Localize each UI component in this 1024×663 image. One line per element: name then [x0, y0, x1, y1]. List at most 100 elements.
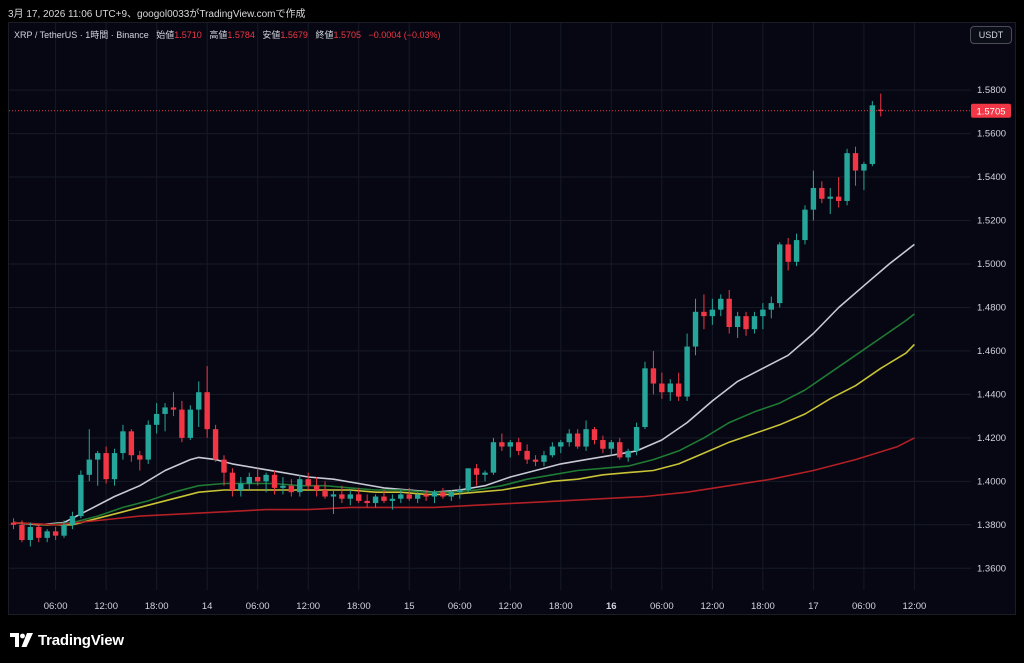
- candlestick-chart[interactable]: 1.5705 1.5800 1.5600 1.5400 1.5200 1.5000 1.4…: [9, 23, 1015, 614]
- candle: [398, 490, 404, 504]
- candle-body: [103, 453, 109, 480]
- candle: [465, 468, 471, 493]
- candle: [457, 485, 463, 499]
- moving-average-line-2: [13, 313, 915, 526]
- candle-body: [810, 187, 817, 210]
- price-tick-label: 1.4400: [977, 389, 1006, 400]
- candle: [532, 455, 539, 467]
- time-tick-label: 06:00: [448, 601, 472, 612]
- candle: [625, 448, 631, 462]
- candle: [221, 455, 227, 486]
- last-price-label: 1.5705: [976, 106, 1005, 117]
- candle: [541, 450, 547, 467]
- candle: [254, 468, 261, 486]
- candle: [692, 298, 699, 356]
- time-tick-label: 12:00: [94, 601, 118, 612]
- time-tick-label: 16: [606, 601, 617, 612]
- candle-body: [86, 459, 92, 475]
- candle: [734, 311, 741, 338]
- candle-body: [52, 531, 59, 536]
- close-value: 1.5705: [333, 30, 361, 40]
- grid-lines: [9, 23, 971, 590]
- candle-body: [726, 298, 732, 328]
- candle-body: [617, 442, 623, 458]
- candle-body: [650, 368, 657, 384]
- candle: [280, 476, 286, 495]
- time-tick-label: 12:00: [700, 601, 724, 612]
- candle: [878, 93, 884, 117]
- candle: [246, 472, 252, 491]
- time-tick-label: 18:00: [549, 601, 573, 612]
- candle-body: [793, 240, 800, 262]
- candle-body: [642, 368, 648, 427]
- candle: [128, 429, 135, 462]
- candle: [162, 403, 168, 432]
- candle: [642, 361, 648, 430]
- candle: [718, 294, 724, 317]
- price-axis[interactable]: 1.5800 1.5600 1.5400 1.5200 1.5000 1.4800 1.46…: [977, 85, 1006, 574]
- candle: [196, 381, 202, 427]
- brand[interactable]: TradingView: [10, 630, 124, 650]
- candle-body: [701, 311, 707, 317]
- chart-caption: 3月 17, 2026 11:06 UTC+9、googol0033がTradi…: [8, 9, 306, 20]
- candle-body: [684, 346, 690, 397]
- candle: [448, 490, 455, 501]
- time-tick-label: 06:00: [650, 601, 674, 612]
- candle-body: [878, 109, 884, 111]
- candle: [667, 379, 673, 401]
- candle: [861, 161, 867, 191]
- moving-average-line-3: [13, 343, 915, 526]
- candle: [869, 100, 876, 167]
- candle: [709, 298, 716, 325]
- candle-body: [600, 440, 606, 449]
- chart-frame[interactable]: 1.5705 1.5800 1.5600 1.5400 1.5200 1.5000 1.4…: [8, 22, 1016, 615]
- candle: [549, 442, 556, 458]
- last-price-badge: [971, 103, 1011, 118]
- candle-body: [835, 196, 842, 201]
- candle-body: [465, 468, 471, 491]
- candle: [305, 472, 311, 491]
- time-tick-label: 06:00: [44, 601, 68, 612]
- candle-body: [69, 516, 76, 525]
- candle: [844, 148, 850, 206]
- price-tick-label: 1.5800: [977, 85, 1006, 96]
- moving-average-line-1: [13, 243, 915, 526]
- candle: [827, 187, 833, 215]
- candle-body: [431, 492, 438, 497]
- candle-body: [482, 472, 488, 475]
- candle-body: [785, 244, 791, 262]
- symbol-title[interactable]: XRP / TetherUS · 1時間 · Binance: [14, 30, 149, 40]
- candle: [238, 476, 244, 497]
- candle: [61, 520, 67, 538]
- candle: [322, 481, 328, 499]
- candle-body: [743, 316, 749, 330]
- candle: [271, 470, 278, 495]
- candle-body: [852, 153, 859, 171]
- price-tick-label: 1.5400: [977, 172, 1006, 183]
- close-label: 終値: [315, 30, 334, 40]
- candle: [608, 440, 615, 456]
- candle-body: [330, 494, 337, 497]
- time-axis[interactable]: 06:00 12:00 18:00 14 06:00 12:00 18:00 15 06:00 1…: [44, 601, 927, 612]
- candle: [617, 437, 623, 460]
- candle-body: [625, 450, 631, 458]
- candle: [482, 470, 488, 482]
- candle-body: [760, 309, 766, 317]
- candle: [27, 522, 34, 547]
- candle-body: [10, 522, 17, 525]
- candle-body: [36, 526, 42, 538]
- high-value: 1.5784: [227, 30, 255, 40]
- candle-body: [305, 479, 311, 486]
- candle: [591, 426, 598, 445]
- candle: [423, 490, 429, 501]
- candle-body: [574, 433, 581, 447]
- candle: [339, 485, 345, 504]
- candle: [288, 479, 295, 497]
- price-tick-label: 1.5600: [977, 129, 1006, 140]
- candle-body: [457, 490, 463, 493]
- candles: [10, 93, 884, 547]
- candle: [86, 429, 92, 482]
- candle: [103, 446, 109, 484]
- candle: [819, 181, 825, 204]
- currency-button[interactable]: USDT: [970, 26, 1012, 44]
